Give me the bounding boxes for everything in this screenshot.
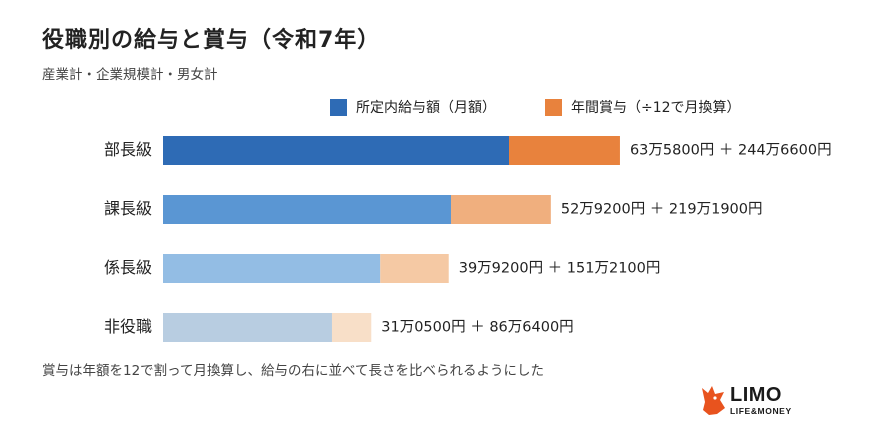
legend-item-bonus: 年間賞与（÷12で月換算） <box>545 97 741 117</box>
fox-logo-icon <box>702 386 725 415</box>
legend-label-salary: 所定内給与額（月額） <box>356 100 496 116</box>
salary-bar <box>163 254 381 283</box>
salary-bar <box>163 313 332 342</box>
bonus-bar <box>509 136 620 165</box>
category-label: 課長級 <box>104 199 152 218</box>
category-label: 係長級 <box>104 258 152 277</box>
bonus-bar <box>331 313 372 342</box>
legend-label-bonus: 年間賞与（÷12で月換算） <box>571 100 741 116</box>
bonus-bar <box>380 254 449 283</box>
category-label: 部長級 <box>104 140 152 159</box>
limo-logo: LIMO LIFE&MONEY <box>700 384 792 416</box>
legend-swatch-bonus <box>545 98 562 116</box>
chart-title: 役職別の給与と賞与（令和7年） <box>42 28 381 53</box>
data-label: 31万0500円 ＋ 86万6400円 <box>381 320 573 336</box>
data-label: 52万9200円 ＋ 219万1900円 <box>561 202 763 218</box>
category-label: 非役職 <box>104 317 152 336</box>
data-label: 39万9200円 ＋ 151万2100円 <box>459 261 661 277</box>
bonus-bar <box>450 195 551 224</box>
chart-subtitle: 産業計・企業規模計・男女計 <box>42 67 218 83</box>
data-label: 63万5800円 ＋ 244万6600円 <box>630 143 832 159</box>
salary-bar <box>163 136 509 165</box>
logo-tagline: LIFE&MONEY <box>730 405 792 416</box>
footnote: 賞与は年額を12で割って月換算し、給与の右に並べて長さを比べられるようにした <box>42 363 544 379</box>
legend-item-salary: 所定内給与額（月額） <box>330 97 496 117</box>
legend-swatch-salary <box>330 98 347 116</box>
salary-bar <box>163 195 451 224</box>
logo-wordmark: LIMO <box>730 383 782 406</box>
